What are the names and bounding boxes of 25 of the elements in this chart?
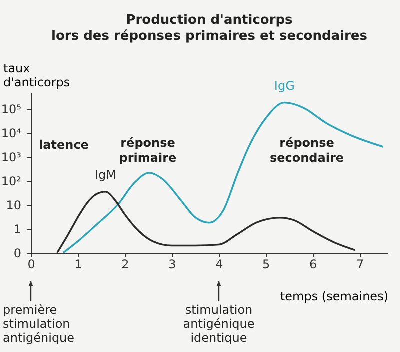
y-tick-label: 10³ (1, 150, 22, 164)
x-tick-label: 3 (168, 258, 176, 272)
y-tick-label: 10⁵ (1, 102, 22, 116)
y-tick-label: 0 (14, 246, 22, 260)
x-tick-label: 1 (74, 258, 82, 272)
chart-title: Production d'anticorps lors des réponses primaires et secondaires (52, 13, 368, 44)
y-axis-title: taux d'anticorps (4, 62, 70, 90)
y-tick-label: 1 (14, 222, 22, 236)
x-tick-label: 6 (310, 258, 318, 272)
annotation: réponse primaire (119, 136, 177, 165)
annotation: réponse secondaire (270, 136, 344, 165)
y-tick-label: 10 (6, 198, 22, 212)
text: première stimulation antigénique (3, 303, 75, 345)
x-axis-title: temps (semaines) (280, 290, 388, 304)
x-tick-label: 7 (356, 258, 364, 272)
x-tick-label: 2 (122, 258, 130, 272)
series-label: IgM (94, 168, 116, 182)
x-tick-label: 0 (28, 258, 36, 272)
y-tick-label: 10² (1, 174, 22, 188)
x-tick-label: 4 (216, 258, 224, 272)
y-tick-label: 10⁴ (1, 126, 22, 140)
text: stimulation antigénique identique (183, 303, 255, 345)
annotation: latence (39, 138, 89, 152)
x-tick-label: 5 (262, 258, 270, 272)
series-label: IgG (274, 78, 295, 93)
